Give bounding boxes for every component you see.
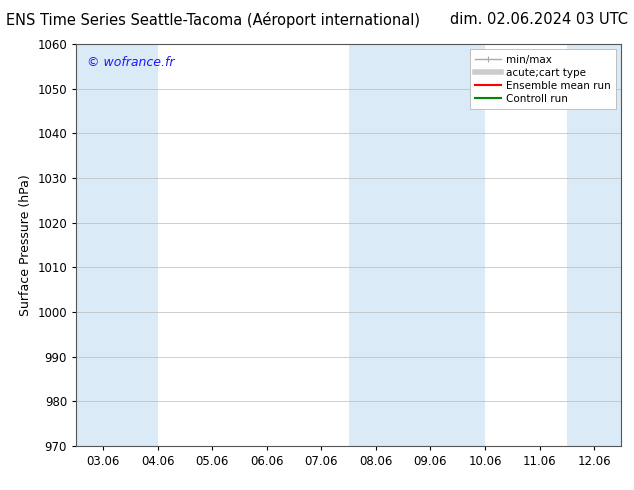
Bar — [567, 44, 634, 446]
Text: ENS Time Series Seattle-Tacoma (Aéroport international): ENS Time Series Seattle-Tacoma (Aéroport… — [6, 12, 420, 28]
Text: dim. 02.06.2024 03 UTC: dim. 02.06.2024 03 UTC — [450, 12, 628, 27]
Y-axis label: Surface Pressure (hPa): Surface Pressure (hPa) — [19, 174, 32, 316]
Bar — [76, 44, 158, 446]
Text: © wofrance.fr: © wofrance.fr — [87, 56, 174, 69]
Bar — [349, 44, 485, 446]
Legend: min/max, acute;cart type, Ensemble mean run, Controll run: min/max, acute;cart type, Ensemble mean … — [470, 49, 616, 109]
